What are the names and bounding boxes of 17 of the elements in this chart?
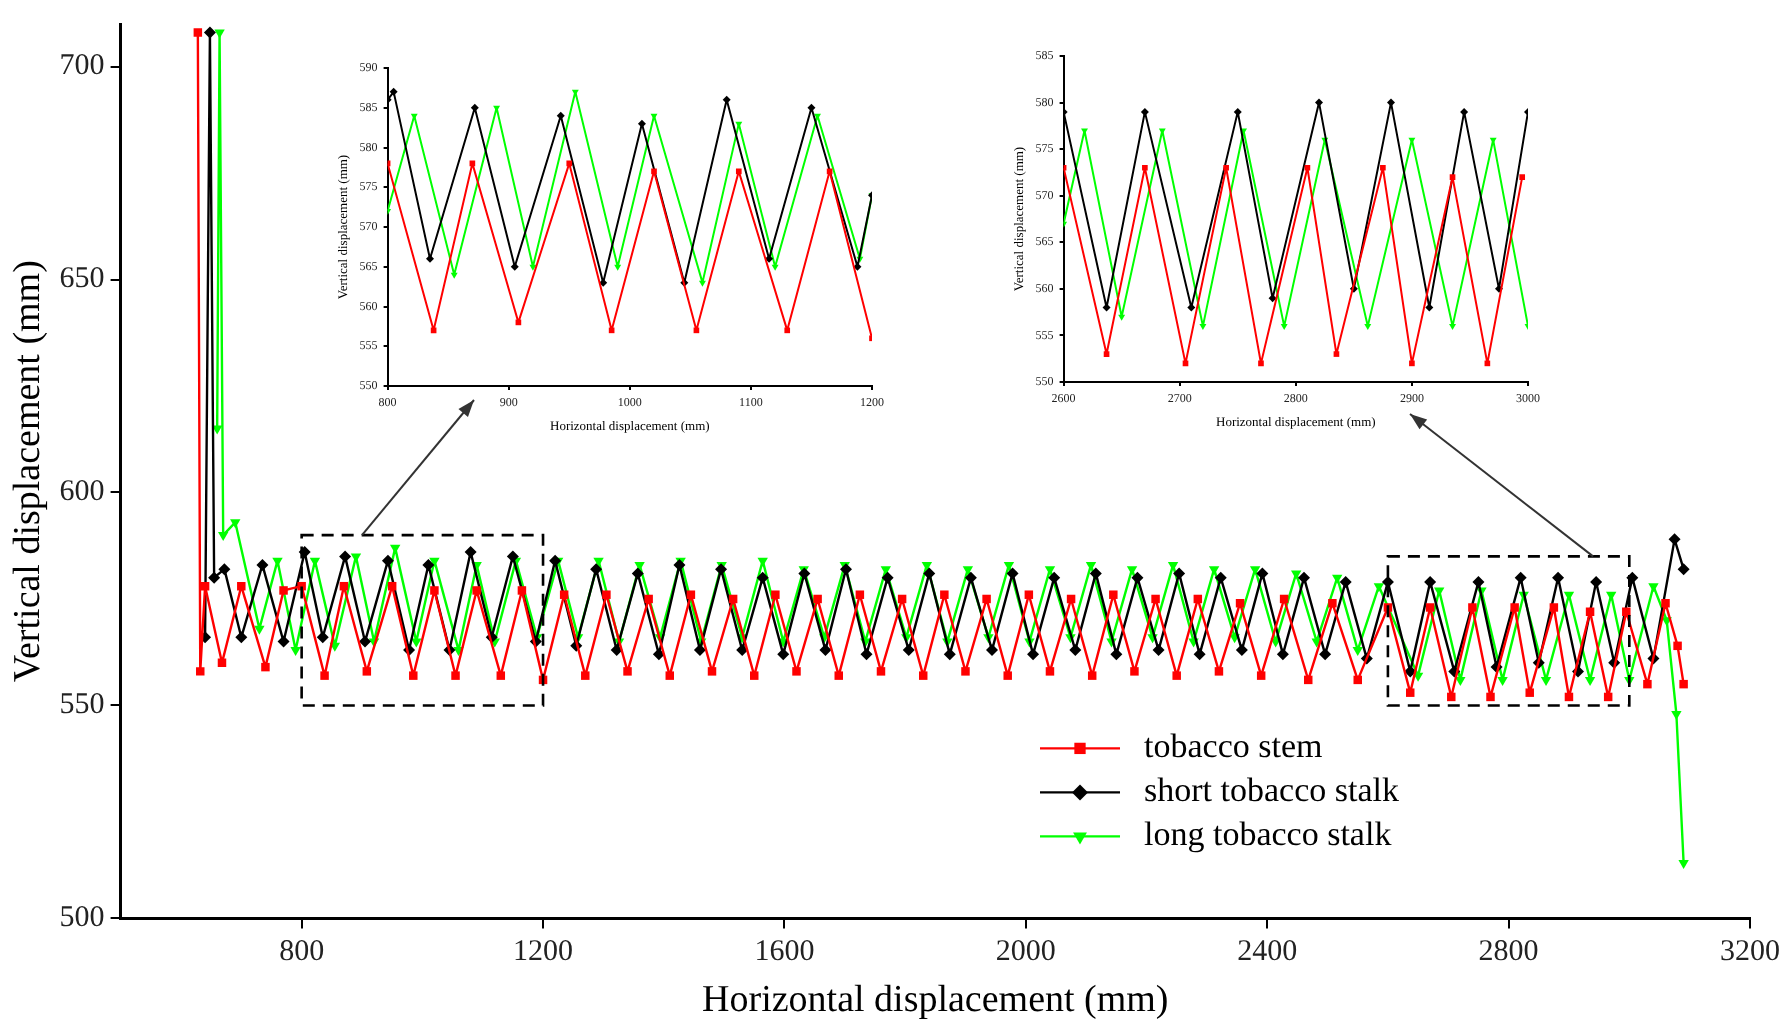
legend-label: short tobacco stalk	[1144, 771, 1400, 810]
y-tick-label: 650	[59, 263, 105, 296]
x-tick-label: 2400	[1237, 936, 1298, 969]
x-tick-label: 2800	[1478, 936, 1539, 969]
x-tick-label: 1200	[513, 936, 574, 969]
x-axis-title: Horizontal displacement (mm)	[702, 979, 1169, 1022]
x-tick-label: 1600	[754, 936, 815, 969]
y-tick-label: 600	[59, 476, 105, 509]
y-tick-label: 700	[59, 50, 105, 83]
legend-label: tobacco stem	[1144, 727, 1323, 766]
legend-label: long tobacco stalk	[1144, 815, 1393, 854]
y-tick-label: 500	[59, 902, 105, 935]
y-axis-title: Vertical displacement (mm)	[6, 260, 49, 683]
x-tick-label: 3200	[1720, 936, 1780, 969]
x-tick-label: 2000	[995, 936, 1056, 969]
y-tick-label: 550	[59, 689, 105, 722]
x-tick-label: 800	[279, 936, 325, 969]
